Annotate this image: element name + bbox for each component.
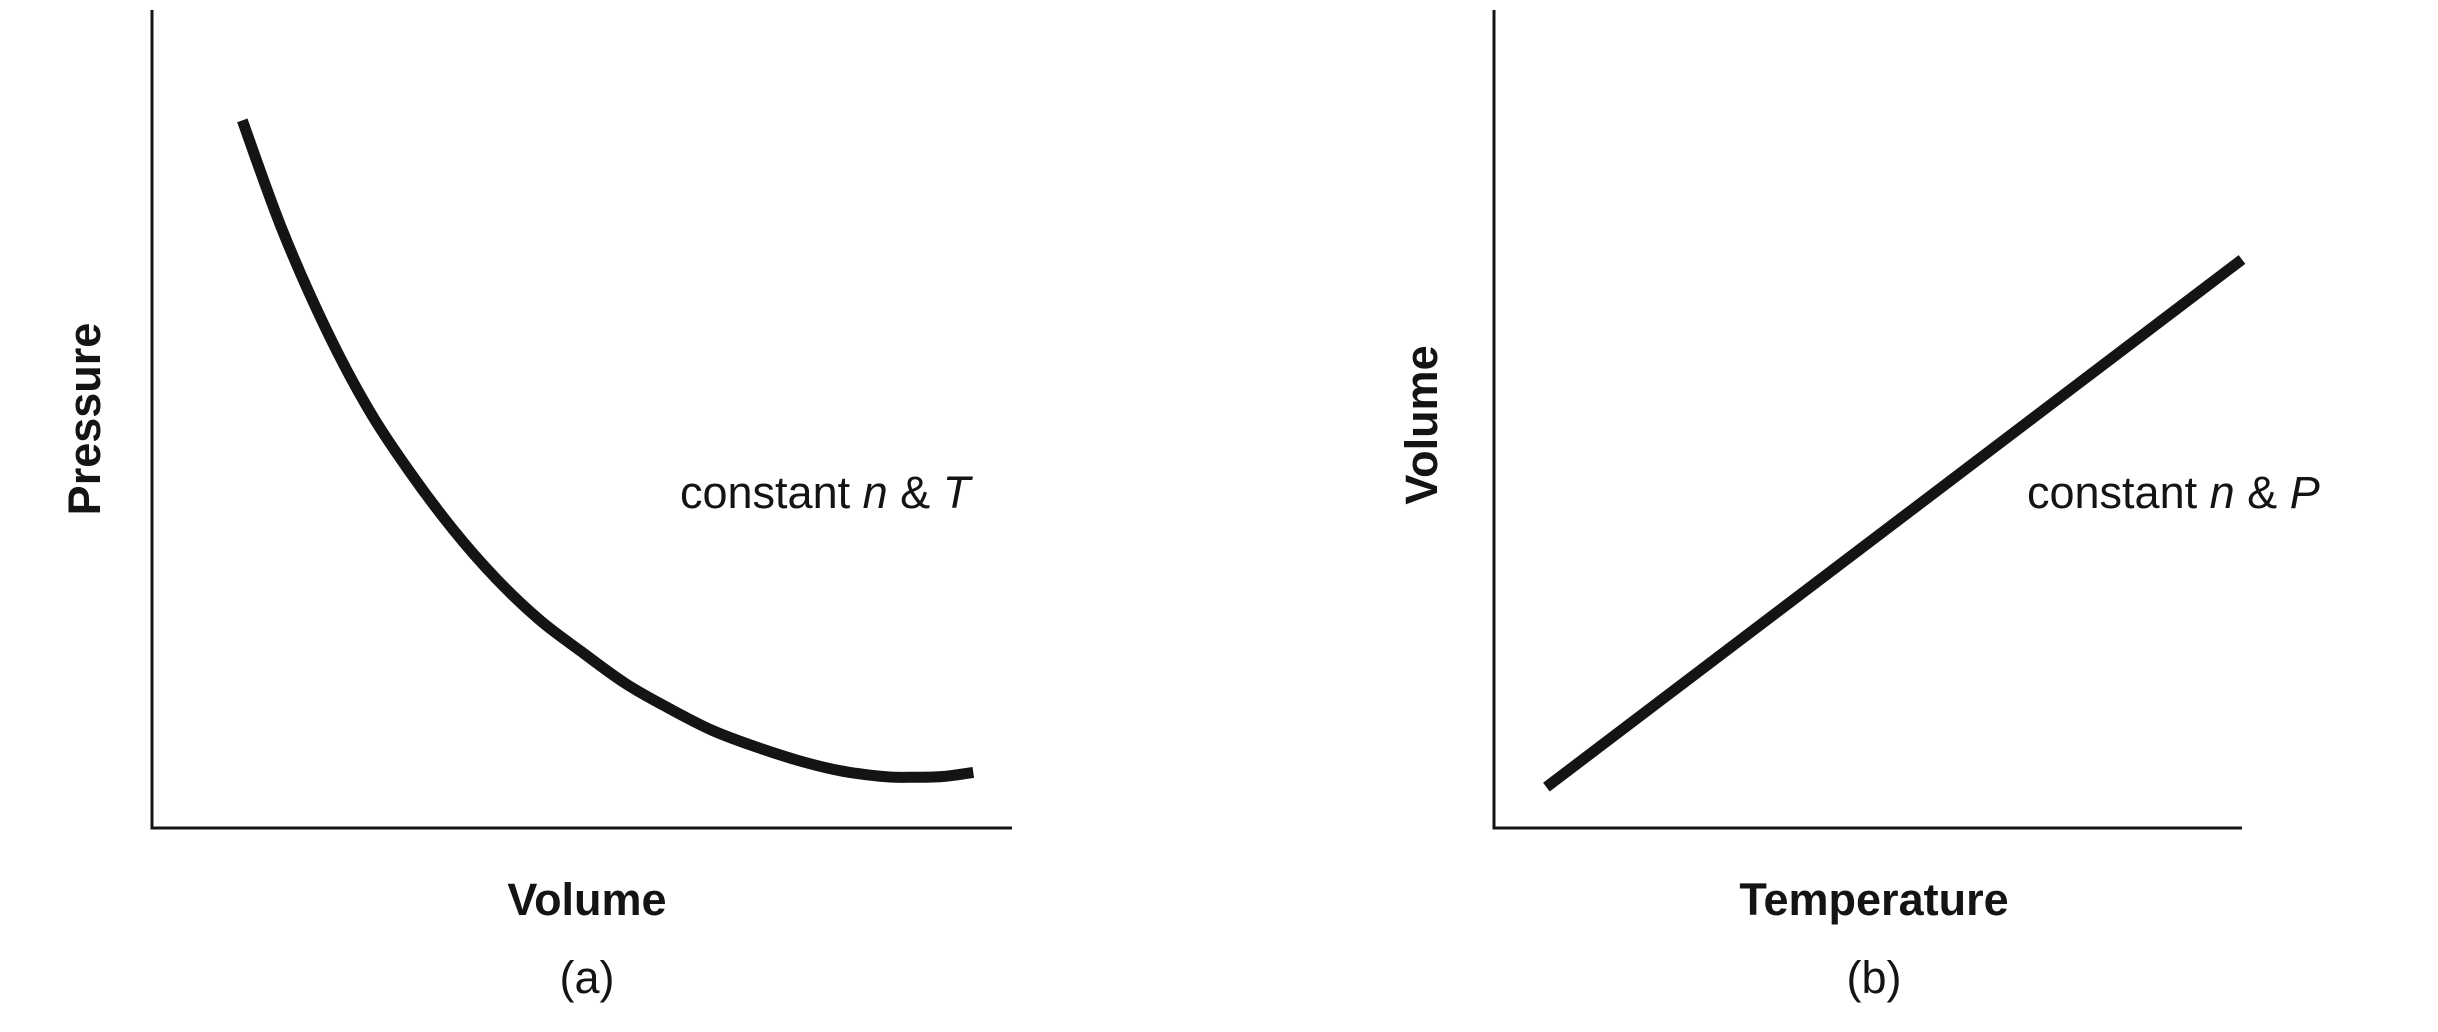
- panel-a-pressure-curve: [237, 118, 975, 783]
- panel-a-annotation-var-n: n: [863, 467, 888, 518]
- panel-a-annotation: constant n & T: [680, 467, 974, 518]
- panel-b-annotation-joiner: &: [2235, 467, 2290, 518]
- panel-b-volume-vs-temperature: Volume Temperature (b) constant n & P: [1396, 10, 2320, 1003]
- panel-b-annotation-var-n: n: [2210, 467, 2235, 518]
- panel-b-axes: [1492, 10, 2242, 830]
- panel-a-annotation-prefix: constant: [680, 467, 863, 518]
- panel-a-annotation-joiner: &: [888, 467, 943, 518]
- panel-a-annotation-var-t: T: [943, 467, 974, 518]
- panel-a-y-axis-title: Pressure: [59, 323, 110, 516]
- panel-b-annotation-prefix: constant: [2027, 467, 2210, 518]
- panel-b-volume-line: [1543, 255, 2246, 792]
- panel-b-x-axis-title: Temperature: [1739, 874, 2008, 925]
- panel-a-caption: (a): [560, 952, 615, 1003]
- panel-a-axes: [150, 10, 1012, 830]
- panel-b-annotation-var-p: P: [2290, 467, 2320, 518]
- panel-b-annotation: constant n & P: [2027, 467, 2320, 518]
- panel-a-pressure-vs-volume: Pressure Volume (a) constant n & T: [59, 10, 1012, 1003]
- panel-a-x-axis-title: Volume: [507, 874, 666, 925]
- panel-b-caption: (b): [1847, 952, 1902, 1003]
- panel-b-y-axis-title: Volume: [1396, 345, 1447, 504]
